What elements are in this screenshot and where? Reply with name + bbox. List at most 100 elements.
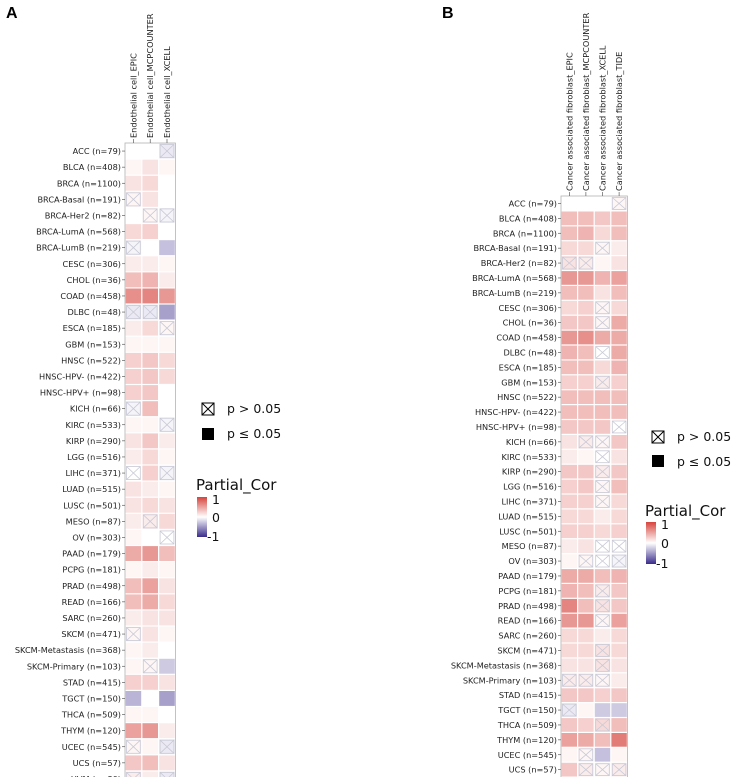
heatmap-cell (594, 494, 611, 509)
heatmap-cell (125, 159, 142, 175)
heatmap-cell (578, 271, 594, 285)
heatmap-cell (125, 707, 142, 722)
heatmap-cell (125, 208, 142, 223)
nonsig-marker (159, 530, 175, 545)
heatmap-cell (578, 718, 594, 732)
heatmap-cell (561, 524, 577, 539)
heatmap-cell (611, 241, 627, 255)
row-label: LGG (n=516) (503, 482, 557, 492)
heatmap-cell (125, 771, 142, 777)
row-label: TGCT (n=150) (61, 693, 121, 703)
row-label: BRCA-Her2 (n=82) (45, 210, 121, 220)
heatmap-cell (611, 733, 627, 747)
nonsig-marker (611, 554, 627, 568)
heatmap-cell (611, 300, 627, 315)
heatmap-cell (594, 703, 611, 717)
heatmap-cell (142, 272, 158, 288)
row-label: ACC (n=79) (73, 146, 121, 156)
heatmap-cell (594, 375, 611, 390)
row-label: UVM (n=80) (71, 774, 121, 777)
heatmap-cell (125, 497, 142, 513)
heatmap-cell (142, 691, 158, 706)
nonsig-marker (578, 748, 594, 762)
nonsig-label: p > 0.05 (677, 429, 731, 444)
nonsig-marker (142, 514, 158, 529)
row-label: SARC (n=260) (498, 631, 557, 641)
heatmap-cell (578, 539, 594, 553)
nonsig-marker (595, 316, 610, 330)
heatmap-cell (561, 733, 577, 747)
colorbar-tick-mid: 0 (212, 510, 220, 525)
heatmap-cell (578, 613, 594, 628)
row-label: OV (n=303) (72, 532, 121, 542)
row-label: CESC (n=306) (63, 259, 121, 269)
heatmap-cell (125, 578, 142, 594)
heatmap-cell (125, 513, 142, 529)
heatmap-cell (561, 598, 577, 613)
row-label: LIHC (n=371) (501, 496, 557, 506)
nonsig-marker (595, 718, 610, 732)
heatmap-cell (159, 224, 175, 239)
nonsig-marker (611, 420, 627, 434)
heatmap-cell (578, 762, 594, 777)
heatmap-cell (159, 191, 175, 207)
heatmap-cell (611, 256, 627, 270)
heatmap-cell (578, 554, 594, 568)
nonsig-marker (126, 305, 141, 320)
row-label: SKCM (n=471) (497, 645, 557, 655)
heatmap-cell (561, 390, 577, 404)
row-label: ESCA (n=185) (63, 323, 121, 333)
heatmap-cell (142, 385, 158, 400)
heatmap-cell (142, 530, 158, 545)
heatmap-cell (594, 405, 611, 419)
heatmap-cell (611, 628, 627, 643)
row-label: READ (n=166) (62, 597, 121, 607)
heatmap-cell (611, 390, 627, 404)
heatmap-cell (159, 304, 175, 320)
nonsig-marker (159, 321, 175, 336)
heatmap-cell (561, 673, 577, 688)
nonsig-marker (595, 659, 610, 672)
heatmap-cell (578, 598, 594, 613)
row-label: CHOL (n=36) (503, 318, 557, 328)
row-label: BRCA (n=1100) (57, 178, 121, 188)
heatmap-cell (611, 315, 627, 330)
heatmap-cell (561, 718, 577, 732)
heatmap-cell (578, 390, 594, 404)
nonsig-marker (595, 644, 610, 657)
nonsig-marker (562, 703, 577, 717)
heatmap-cell (125, 191, 142, 207)
heatmap-cell (125, 658, 142, 674)
row-label: SARC (n=260) (62, 613, 121, 623)
colorbar-tick-min: -1 (656, 556, 668, 571)
heatmap-cell (594, 524, 611, 539)
heatmap-cell (159, 352, 175, 368)
heatmap-cell (594, 628, 611, 643)
row-label: TGCT (n=150) (497, 705, 557, 715)
nonsig-marker (126, 466, 141, 481)
nonsig-marker (578, 763, 594, 777)
nonsig-marker (595, 599, 610, 613)
heatmap-cell (611, 375, 627, 390)
heatmap-cell (611, 598, 627, 613)
heatmap-cell (561, 330, 577, 345)
nonsig-marker (595, 614, 610, 628)
heatmap-cell (159, 288, 175, 304)
row-label: PCPG (n=181) (498, 586, 557, 596)
heatmap-cell (578, 479, 594, 494)
heatmap-cell (561, 703, 577, 717)
heatmap-cell (125, 417, 142, 433)
heatmap-cell (125, 304, 142, 320)
heatmap-cell (594, 643, 611, 658)
heatmap-cell (142, 610, 158, 626)
sig-label: p ≤ 0.05 (227, 426, 281, 441)
heatmap-cell (594, 196, 611, 211)
row-label: DLBC (n=48) (67, 307, 121, 317)
heatmap-cell (125, 352, 142, 368)
heatmap-cell (125, 674, 142, 690)
heatmap-cell (561, 643, 577, 658)
heatmap-cell (125, 449, 142, 465)
nonsig-marker (595, 539, 610, 553)
nonsig-marker (595, 673, 610, 687)
heatmap-cell (159, 674, 175, 690)
